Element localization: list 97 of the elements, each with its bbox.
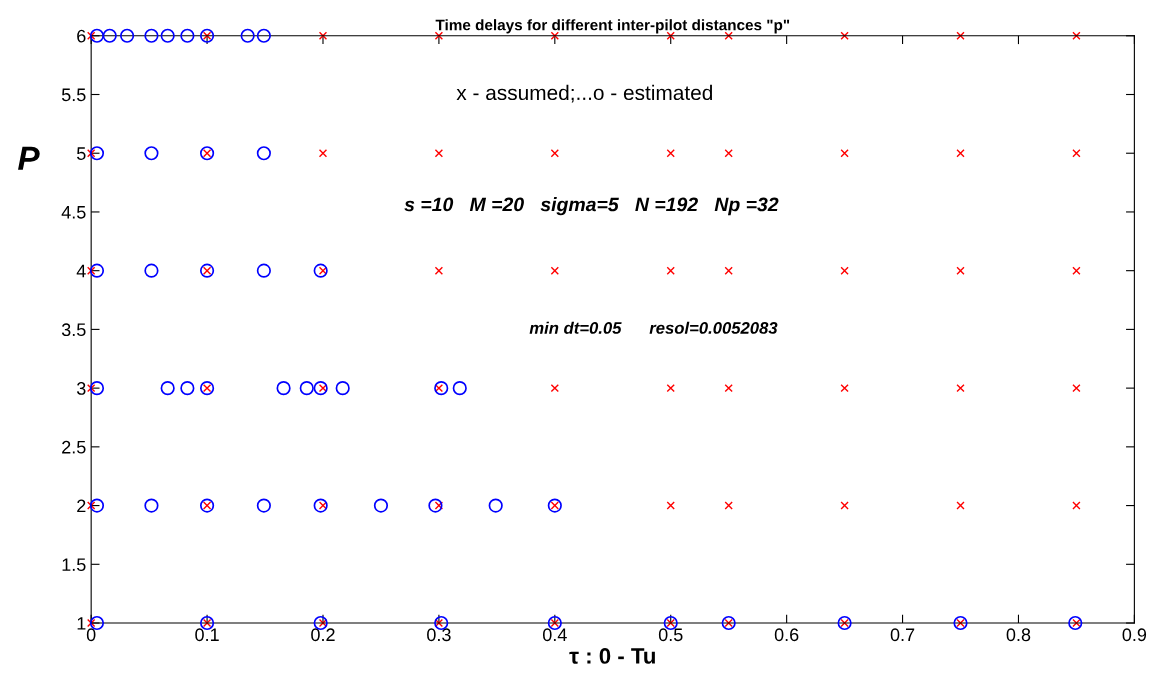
point bbox=[840, 149, 849, 158]
point bbox=[956, 31, 965, 40]
point bbox=[86, 383, 96, 393]
point bbox=[318, 149, 328, 158]
point bbox=[86, 501, 96, 510]
point bbox=[89, 146, 105, 161]
point bbox=[452, 381, 467, 396]
annotation: x - assumed;...o - estimated bbox=[456, 84, 712, 103]
point bbox=[240, 28, 255, 43]
annotation: min dt=0.05 resol=0.0052083 bbox=[529, 321, 778, 334]
point bbox=[840, 501, 849, 510]
x-tick-label: 0.4 bbox=[542, 628, 567, 642]
point bbox=[256, 146, 271, 161]
point bbox=[160, 28, 175, 43]
point bbox=[550, 383, 559, 393]
point bbox=[89, 263, 105, 278]
point bbox=[144, 263, 159, 278]
point bbox=[956, 383, 965, 393]
point bbox=[86, 149, 96, 158]
y-tick-label: 3.5 bbox=[61, 323, 86, 337]
point bbox=[180, 28, 195, 43]
x-tick-label: 0.8 bbox=[1006, 628, 1031, 642]
point bbox=[180, 381, 195, 396]
y-tick-label: 1 bbox=[77, 617, 86, 630]
y-tick-label: 5 bbox=[76, 147, 86, 160]
annotation: s =10 M =20 sigma=5 N =192 Np =32 bbox=[404, 197, 779, 216]
point bbox=[313, 381, 328, 396]
x-tick-label: 0.6 bbox=[774, 628, 799, 642]
y-tick-label: 4.5 bbox=[61, 206, 86, 219]
point bbox=[956, 501, 965, 510]
point bbox=[666, 501, 675, 510]
point bbox=[160, 381, 175, 396]
point bbox=[956, 149, 965, 158]
point bbox=[276, 381, 291, 396]
point bbox=[1072, 149, 1081, 158]
point bbox=[666, 266, 675, 275]
point bbox=[1068, 615, 1083, 631]
point bbox=[373, 498, 389, 513]
point bbox=[956, 266, 965, 275]
point bbox=[724, 31, 733, 40]
y-tick-label: 6 bbox=[77, 29, 86, 43]
point bbox=[666, 149, 675, 158]
y-tick-label: 1.5 bbox=[62, 558, 86, 572]
point bbox=[335, 381, 350, 396]
y-axis-title: P bbox=[18, 146, 40, 170]
point bbox=[840, 383, 849, 393]
point bbox=[313, 263, 328, 278]
point bbox=[724, 149, 733, 158]
point bbox=[89, 381, 105, 396]
point bbox=[724, 266, 733, 275]
point bbox=[299, 381, 314, 396]
x-tick-label: 0.9 bbox=[1122, 628, 1147, 642]
point bbox=[1072, 266, 1081, 275]
point bbox=[1072, 383, 1081, 393]
point bbox=[428, 498, 443, 513]
point bbox=[144, 28, 159, 43]
point bbox=[256, 498, 271, 513]
point bbox=[86, 266, 96, 275]
x-tick-label: 0.5 bbox=[658, 628, 683, 642]
point bbox=[434, 381, 449, 396]
point bbox=[89, 498, 105, 513]
y-tick-label: 2.5 bbox=[62, 440, 86, 454]
x-tick-label: 0.3 bbox=[427, 628, 451, 642]
x-tick-label: 0.7 bbox=[890, 628, 915, 642]
y-tick-label: 2 bbox=[77, 499, 86, 513]
point bbox=[434, 266, 444, 275]
point bbox=[144, 498, 159, 513]
point bbox=[840, 31, 849, 40]
point bbox=[256, 28, 271, 43]
point bbox=[488, 498, 503, 513]
x-tick-label: 0.1 bbox=[195, 628, 219, 642]
point bbox=[434, 149, 444, 158]
point bbox=[550, 266, 559, 275]
point bbox=[840, 266, 849, 275]
point bbox=[666, 383, 675, 393]
y-tick-label: 5.5 bbox=[61, 88, 86, 102]
point bbox=[120, 28, 135, 43]
point bbox=[318, 31, 328, 40]
point bbox=[550, 149, 559, 158]
x-tick-label: 0.2 bbox=[311, 628, 335, 642]
point bbox=[1072, 501, 1081, 510]
x-tick-label: 0 bbox=[86, 628, 96, 642]
y-tick-label: 3 bbox=[76, 382, 86, 395]
point bbox=[434, 31, 444, 40]
point bbox=[86, 31, 96, 40]
point bbox=[724, 383, 733, 393]
point bbox=[313, 498, 328, 513]
point bbox=[1072, 31, 1081, 40]
point bbox=[144, 146, 159, 161]
x-axis-title: τ : 0 - Tu bbox=[569, 648, 655, 664]
point bbox=[86, 618, 96, 628]
point bbox=[550, 31, 559, 40]
point bbox=[724, 501, 733, 510]
point bbox=[102, 28, 117, 43]
chart-title: Time delays for different inter-pilot distances "p" bbox=[435, 19, 790, 34]
y-tick-label: 4 bbox=[76, 264, 86, 278]
point bbox=[256, 263, 271, 278]
